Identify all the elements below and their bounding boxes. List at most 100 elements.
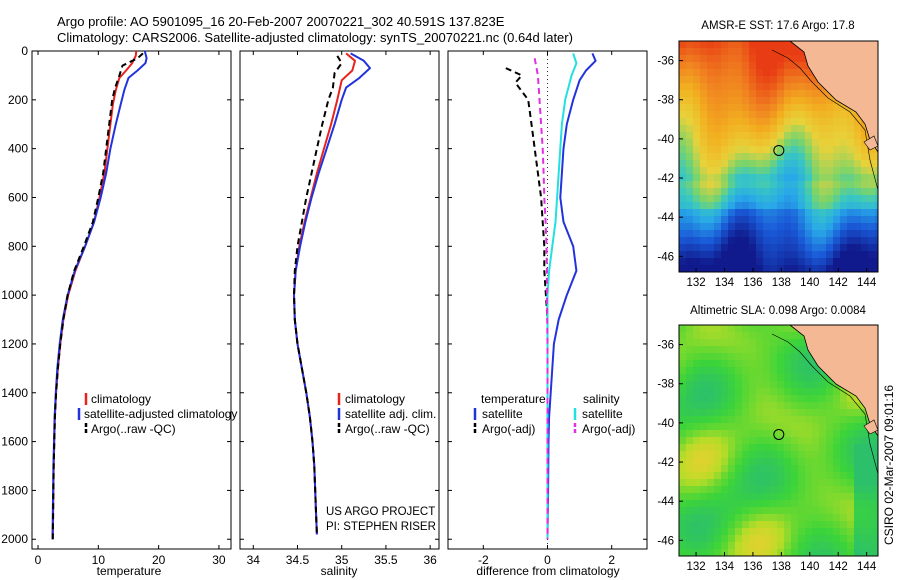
sla-cell (805, 479, 812, 486)
sla-cell (756, 528, 763, 535)
sst-cell (812, 223, 819, 230)
sst-cell (798, 146, 805, 153)
salinity-legend: climatology satellite adj. clim. Argo(..… (337, 392, 436, 436)
sst-cell (756, 146, 763, 153)
sst-cell (784, 167, 791, 174)
sst-cell (763, 223, 770, 230)
sst-cell (798, 62, 805, 69)
sst-cell (735, 125, 742, 132)
sst-cell (826, 258, 833, 265)
sla-cell (812, 528, 819, 535)
sst-cell (707, 118, 714, 125)
sla-cell (693, 444, 700, 451)
sla-cell (756, 409, 763, 416)
sst-cell (819, 111, 826, 118)
sst-cell (791, 230, 798, 237)
sla-cell (777, 521, 784, 528)
sla-cell (749, 521, 756, 528)
sst-cell (714, 48, 721, 55)
sla-cell (686, 353, 693, 360)
sla-cell (763, 409, 770, 416)
sla-cell (728, 507, 735, 514)
sla-cell (854, 486, 861, 493)
sst-cell (854, 216, 861, 223)
sla-cell (798, 514, 805, 521)
sla-cell (728, 325, 735, 332)
sst-cell (805, 76, 812, 83)
sla-cell (840, 402, 847, 409)
sla-cell (679, 472, 686, 479)
sst-map (679, 41, 878, 272)
sst-cell (812, 188, 819, 195)
sst-cell (735, 195, 742, 202)
sla-cell (756, 367, 763, 374)
sla-cell (791, 535, 798, 542)
x-tick-label: 35 (335, 553, 349, 567)
sst-cell (763, 125, 770, 132)
sst-cell (700, 223, 707, 230)
sla-cell (791, 346, 798, 353)
sst-cell (763, 230, 770, 237)
x-tick-label: 34 (247, 553, 261, 567)
sst-map-title: AMSR-E SST: 17.6 Argo: 17.8 (701, 20, 854, 32)
sla-cell (686, 528, 693, 535)
sst-cell (812, 146, 819, 153)
sla-cell (693, 423, 700, 430)
sst-cell (700, 132, 707, 139)
sst-cell (805, 146, 812, 153)
sst-cell (707, 41, 714, 48)
y-tick-label: 1000 (1, 288, 28, 302)
sst-cell (728, 146, 735, 153)
sla-cell (868, 437, 875, 444)
temperature-panel (31, 50, 232, 550)
sla-cell (805, 388, 812, 395)
sst-cell (749, 230, 756, 237)
sst-cell (721, 251, 728, 258)
sst-cell (700, 62, 707, 69)
sla-cell (812, 388, 819, 395)
sst-cell (833, 244, 840, 251)
map-y-tick-label: -36 (657, 56, 674, 68)
sst-cell (700, 244, 707, 251)
sla-cell (756, 402, 763, 409)
sst-cell (770, 153, 777, 160)
sla-cell (700, 549, 707, 556)
sla-cell (749, 472, 756, 479)
sst-cell (812, 181, 819, 188)
sla-cell (735, 339, 742, 346)
sst-cell (735, 251, 742, 258)
sla-cell (840, 507, 847, 514)
sla-cell (868, 528, 875, 535)
sst-cell (693, 209, 700, 216)
sla-cell (686, 332, 693, 339)
sst-cell (756, 237, 763, 244)
sla-cell (707, 521, 714, 528)
sla-cell (707, 395, 714, 402)
sla-cell (686, 514, 693, 521)
sla-cell (742, 479, 749, 486)
sla-cell (854, 402, 861, 409)
sst-cell (700, 97, 707, 104)
sst-cell (777, 223, 784, 230)
sla-cell (770, 367, 777, 374)
sst-cell (805, 244, 812, 251)
sst-cell (693, 160, 700, 167)
sla-cell (798, 451, 805, 458)
sst-cell (791, 83, 798, 90)
sla-cell (763, 486, 770, 493)
sla-cell (679, 423, 686, 430)
sla-cell (756, 339, 763, 346)
sst-cell (833, 118, 840, 125)
sla-cell (735, 458, 742, 465)
sst-cell (721, 174, 728, 181)
sla-cell (847, 416, 854, 423)
sla-cell (749, 381, 756, 388)
sla-cell (777, 346, 784, 353)
sst-cell (707, 76, 714, 83)
sst-cell (749, 146, 756, 153)
sst-cell (693, 188, 700, 195)
sst-cell (805, 153, 812, 160)
sla-cell (791, 458, 798, 465)
sst-cell (798, 167, 805, 174)
sst-cell (854, 223, 861, 230)
